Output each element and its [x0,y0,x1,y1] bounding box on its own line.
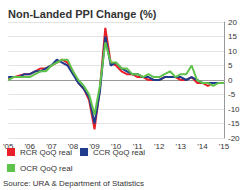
svg-text:15: 15 [228,32,237,41]
svg-text:-20: -20 [228,134,240,143]
svg-text:0: 0 [228,76,233,85]
svg-text:CCR QoQ real: CCR QoQ real [93,148,145,157]
svg-text:-10: -10 [228,105,240,114]
svg-text:'07: '07 [46,141,57,151]
svg-text:Source: URA & Department of St: Source: URA & Department of Statistics [3,179,144,188]
svg-text:'14: '14 [197,142,208,151]
svg-text:'06: '06 [24,141,35,151]
svg-text:'11: '11 [132,141,143,151]
svg-text:20: 20 [228,18,237,27]
svg-text:'05: '05 [3,141,14,151]
svg-text:'08: '08 [67,141,79,151]
svg-text:-15: -15 [228,119,240,128]
svg-text:'12: '12 [154,142,165,151]
svg-text:'10: '10 [110,141,122,151]
svg-text:RCR QoQ real: RCR QoQ real [20,148,72,157]
svg-text:'13: '13 [176,142,187,151]
svg-text:5: 5 [228,61,233,70]
svg-text:OCR QoQ real: OCR QoQ real [20,164,73,173]
svg-text:Non-Landed PPI Change (%): Non-Landed PPI Change (%) [8,8,157,20]
svg-text:'15: '15 [219,142,230,151]
svg-text:'09: '09 [89,141,100,151]
svg-text:-5: -5 [228,90,236,99]
svg-text:10: 10 [228,47,237,56]
